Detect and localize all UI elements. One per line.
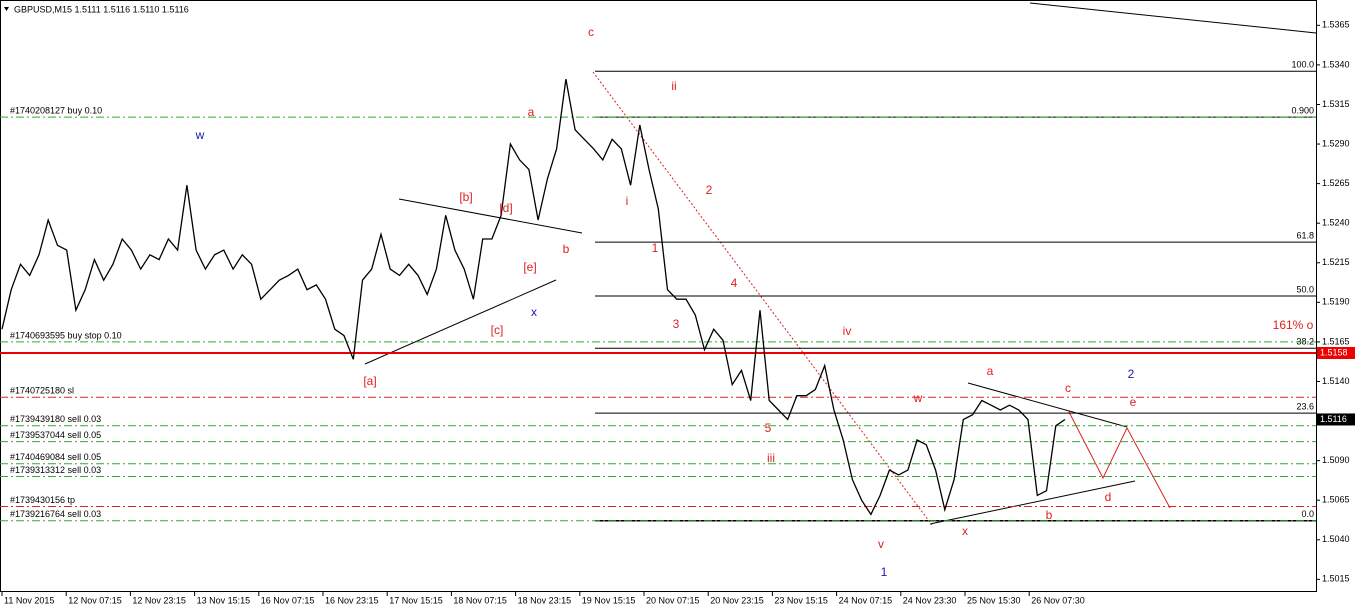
wave-label: i: [626, 194, 629, 208]
x-tick-label: 17 Nov 15:15: [389, 595, 443, 605]
y-tick-label: 1.5015: [1322, 574, 1350, 584]
wave-label: w: [913, 391, 923, 405]
level-label: 1.5158: [1320, 347, 1348, 357]
wave-label: c: [1065, 381, 1071, 395]
wave-label: 2: [706, 183, 713, 197]
wave-label: [c]: [491, 323, 504, 337]
order-label: #1739216764 sell 0.03: [10, 509, 101, 519]
wave-label: [b]: [459, 190, 472, 204]
order-label: #1740693595 buy stop 0.10: [10, 330, 122, 340]
y-tick-label: 1.5215: [1322, 257, 1350, 267]
wave-label: b: [563, 242, 570, 256]
x-tick-label: 16 Nov 23:15: [325, 595, 379, 605]
wave-label: x: [962, 524, 968, 538]
y-tick-label: 1.5190: [1322, 297, 1350, 307]
order-label: #1740208127 buy 0.10: [10, 106, 102, 116]
wave-label: ii: [671, 79, 676, 93]
wave-label: 5: [765, 421, 772, 435]
wave-label: d: [1105, 490, 1112, 504]
wave-label: c: [588, 25, 594, 39]
y-tick-label: 1.5065: [1322, 495, 1350, 505]
wave-label: 2: [1128, 367, 1135, 381]
fib-label: 61.8: [1296, 231, 1314, 241]
price-box: [1317, 413, 1355, 426]
x-tick-label: 20 Nov 07:15: [646, 595, 700, 605]
wave-label: e: [1130, 395, 1137, 409]
x-tick-label: 13 Nov 15:15: [197, 595, 251, 605]
order-label: #1739313312 sell 0.03: [10, 465, 101, 475]
y-tick-label: 1.5140: [1322, 376, 1350, 386]
wave-label: 3: [673, 317, 680, 331]
y-tick-label: 1.5265: [1322, 178, 1350, 188]
wave-label: a: [528, 105, 535, 119]
wave-label: [a]: [363, 374, 376, 388]
fib-label: 0.0: [1301, 509, 1314, 519]
fib-label: 0.900: [1291, 106, 1314, 116]
wave-label: x: [531, 305, 537, 319]
fib-label: 100.0: [1291, 60, 1314, 70]
trendlines: [364, 2, 1317, 525]
y-tick-label: 1.5340: [1322, 59, 1350, 69]
y-tick-label: 1.5040: [1322, 534, 1350, 544]
projection: [1067, 409, 1171, 509]
x-tick-label: 18 Nov 07:15: [453, 595, 507, 605]
x-tick-label: 26 Nov 07:30: [1031, 595, 1085, 605]
wave-label: v: [878, 537, 884, 551]
wave-label: 1: [652, 241, 659, 255]
fib-label: 50.0: [1296, 284, 1314, 294]
wave-label: w: [195, 128, 205, 142]
y-tick-label: 1.5165: [1322, 336, 1350, 346]
x-tick-label: 19 Nov 15:15: [582, 595, 636, 605]
y-tick-label: 1.5240: [1322, 218, 1350, 228]
order-label: #1739439180 sell 0.03: [10, 414, 101, 424]
x-tick-label: 24 Nov 23:30: [903, 595, 957, 605]
y-tick-label: 1.5090: [1322, 455, 1350, 465]
x-tick-label: 24 Nov 07:15: [839, 595, 893, 605]
order-label: #1739430156 tp: [10, 495, 75, 505]
wave-label: b: [1046, 508, 1053, 522]
x-tick-label: 11 Nov 2015: [4, 595, 54, 605]
y-tick-label: 1.5365: [1322, 20, 1350, 30]
x-tick-label: 12 Nov 23:15: [132, 595, 186, 605]
y-tick-label: 1.5315: [1322, 99, 1350, 109]
wave-label: iv: [843, 324, 852, 338]
x-tick-label: 12 Nov 07:15: [68, 595, 122, 605]
x-tick-label: 16 Nov 07:15: [261, 595, 315, 605]
level-box: [1317, 346, 1355, 359]
wave-label: [e]: [523, 260, 536, 274]
menu-arrow: [4, 7, 9, 11]
fib-label: 38.2: [1296, 337, 1314, 347]
wave-label: 1: [881, 565, 888, 579]
x-tick-label: 20 Nov 23:15: [710, 595, 764, 605]
wave-label: 4: [731, 276, 738, 290]
wave-label: iii: [767, 451, 775, 465]
price-line: [1, 78, 1066, 516]
fib-label: 23.6: [1296, 402, 1314, 412]
x-tick-label: 18 Nov 23:15: [518, 595, 572, 605]
x-tick-label: 23 Nov 15:15: [774, 595, 828, 605]
wave-label: 161% o: [1273, 318, 1314, 332]
price-label: 1.5116: [1320, 414, 1347, 424]
order-label: #1740725180 sl: [10, 386, 74, 396]
x-tick-label: 25 Nov 15:30: [967, 595, 1021, 605]
wave-label: [d]: [499, 201, 512, 215]
wave-label: a: [987, 364, 994, 378]
chart-title: GBPUSD,M15 1.5111 1.5116 1.5110 1.5116: [14, 4, 189, 14]
order-label: #1739537044 sell 0.05: [10, 430, 101, 440]
order-label: #1740469084 sell 0.05: [10, 452, 101, 462]
y-tick-label: 1.5290: [1322, 138, 1350, 148]
